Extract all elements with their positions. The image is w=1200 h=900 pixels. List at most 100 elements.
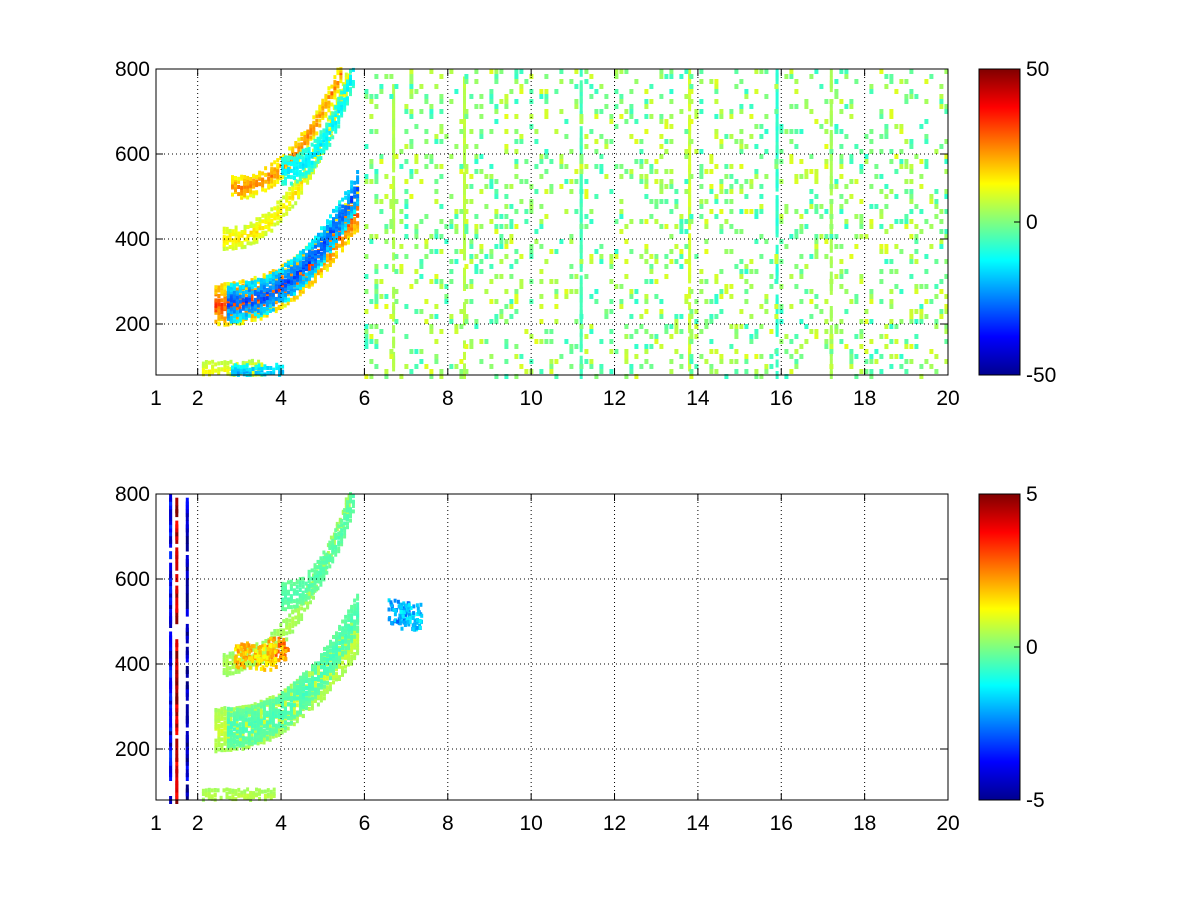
heatmap-cell — [214, 362, 218, 367]
heatmap-cell — [253, 732, 257, 737]
heatmap-cell — [629, 294, 634, 299]
heatmap-cell — [664, 224, 669, 229]
heatmap-cell — [335, 231, 338, 236]
heatmap-cell — [264, 218, 268, 223]
heatmap-cell — [315, 110, 319, 115]
heatmap-cell — [554, 294, 559, 299]
heatmap-cell — [669, 234, 674, 239]
heatmap-cell — [341, 639, 345, 644]
heatmap-cell — [939, 144, 944, 149]
heatmap-cell — [684, 189, 689, 194]
heatmap-cell — [299, 250, 302, 255]
heatmap-cell — [296, 696, 299, 701]
heatmap-cell — [579, 364, 584, 369]
heatmap-cell — [644, 219, 649, 224]
heatmap-cell — [356, 202, 360, 207]
heatmap-cell — [879, 109, 884, 114]
heatmap-cell — [335, 656, 338, 661]
heatmap-cell — [265, 313, 269, 318]
heatmap-cell — [325, 140, 329, 145]
heatmap-cell — [439, 139, 444, 144]
heatmap-cell — [769, 259, 774, 264]
heatmap-cell — [434, 164, 439, 169]
heatmap-cell — [353, 220, 357, 225]
heatmap-cell — [208, 360, 211, 365]
heatmap-cell — [284, 706, 287, 711]
heatmap-cell — [350, 632, 354, 637]
heatmap-cell — [879, 69, 884, 74]
heatmap-cell — [317, 661, 320, 666]
heatmap-cell — [276, 180, 280, 184]
heatmap-cell — [259, 295, 263, 300]
heatmap-cell — [270, 207, 274, 212]
heatmap-cell — [317, 689, 320, 694]
heatmap-cell — [226, 744, 230, 749]
heatmap-cell — [634, 159, 639, 164]
heatmap-cell — [374, 324, 379, 329]
heatmap-cell — [243, 244, 247, 249]
heatmap-cell — [392, 351, 396, 360]
heatmap-cell — [320, 262, 323, 267]
heatmap-cell — [869, 84, 874, 89]
heatmap-cell — [235, 307, 239, 312]
heatmap-cell — [290, 707, 293, 712]
heatmap-cell — [247, 704, 251, 709]
heatmap-cell — [300, 186, 304, 191]
heatmap-cell — [265, 699, 269, 704]
heatmap-cell — [284, 298, 287, 303]
heatmap-cell — [454, 259, 459, 264]
heatmap-cell — [293, 283, 296, 288]
heatmap-cell — [463, 279, 466, 288]
heatmap-cell — [634, 374, 639, 379]
heatmap-cell — [262, 713, 266, 718]
heatmap-cell — [904, 99, 909, 104]
heatmap-cell — [594, 114, 599, 119]
heatmap-cell — [894, 324, 899, 329]
heatmap-cell — [609, 189, 614, 194]
x-tick-label: 1 — [150, 387, 162, 410]
heatmap-cell — [270, 176, 274, 180]
heatmap-cell — [226, 368, 230, 373]
heatmap-cell — [584, 274, 589, 279]
heatmap-cell — [297, 137, 301, 142]
heatmap-cell — [347, 210, 351, 215]
heatmap-cell — [794, 104, 799, 109]
heatmap-cell — [944, 304, 949, 309]
heatmap-cell — [364, 324, 369, 329]
heatmap-cell — [325, 263, 329, 268]
heatmap-cell — [894, 339, 899, 344]
heatmap-cell — [283, 717, 287, 722]
heatmap-cell — [259, 293, 263, 298]
heatmap-cell — [281, 179, 285, 184]
heatmap-cell — [479, 359, 484, 364]
heatmap-cell — [639, 159, 644, 164]
heatmap-cell — [569, 179, 574, 184]
heatmap-cell — [325, 267, 329, 272]
heatmap-cell — [222, 653, 226, 657]
heatmap-cell — [326, 225, 329, 229]
heatmap-cell — [914, 319, 919, 324]
heatmap-cell — [319, 273, 323, 278]
heatmap-cell — [854, 334, 859, 339]
heatmap-cell — [664, 119, 669, 124]
heatmap-cell — [223, 362, 227, 367]
heatmap-cell — [409, 89, 414, 94]
heatmap-cell — [474, 169, 479, 174]
heatmap-cell — [338, 232, 342, 237]
heatmap-cell — [519, 354, 524, 359]
heatmap-cell — [305, 252, 308, 257]
heatmap-cell — [794, 229, 799, 234]
heatmap-cell — [654, 199, 659, 204]
heatmap-cell — [229, 285, 233, 290]
heatmap-cell — [789, 234, 794, 239]
heatmap-cell — [874, 359, 879, 364]
heatmap-cell — [529, 249, 534, 254]
heatmap-cell — [332, 243, 335, 248]
heatmap-cell — [214, 713, 218, 718]
heatmap-cell — [226, 713, 230, 718]
heatmap-cell — [341, 224, 345, 229]
heatmap-cell — [704, 299, 709, 304]
heatmap-cell — [237, 660, 241, 665]
heatmap-cell — [764, 174, 769, 179]
heatmap-cell — [739, 274, 744, 279]
